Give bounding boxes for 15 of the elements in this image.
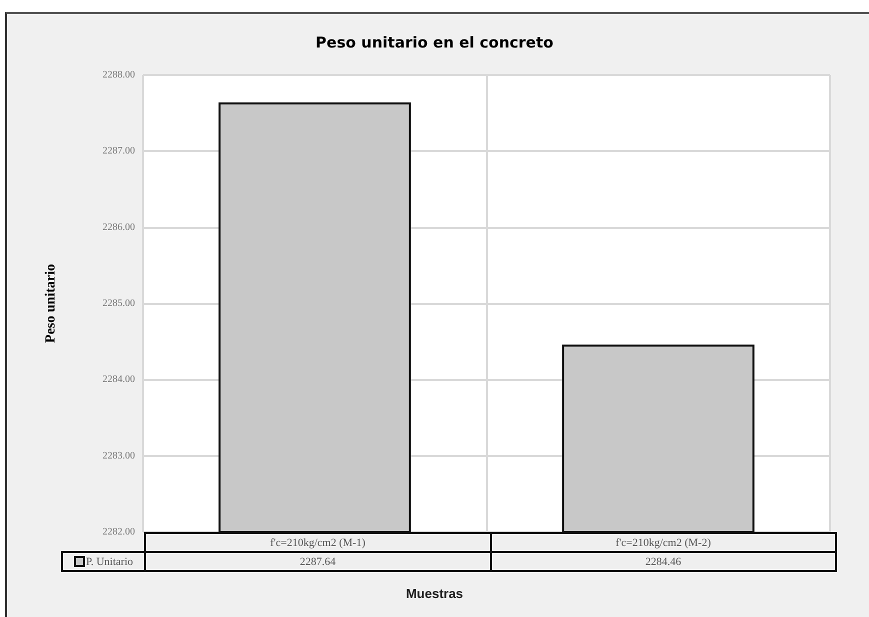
x-axis-title: Muestras: [406, 586, 464, 601]
data-label: 2284.46: [490, 552, 836, 571]
y-tick-label: 2286.00: [102, 222, 135, 233]
y-tick-label: 2288.00: [102, 70, 135, 80]
x-tick-label: f'c=210kg/cm2 (M-2): [490, 533, 836, 552]
chart-title: Peso unitario en el concreto: [316, 34, 554, 52]
y-tick-label: 2285.00: [102, 298, 135, 309]
data-label: 2287.64: [145, 552, 490, 571]
y-axis-title: Peso unitario: [44, 264, 58, 343]
x-tick-label: f'c=210kg/cm2 (M-1): [145, 533, 490, 552]
y-tick-label: 2283.00: [102, 450, 135, 462]
y-tick-label: 2287.00: [102, 146, 135, 157]
legend-label: P. Unitario: [62, 552, 145, 571]
y-tick-label: 2284.00: [102, 374, 135, 386]
y-tick-label: 2282.00: [102, 526, 135, 538]
